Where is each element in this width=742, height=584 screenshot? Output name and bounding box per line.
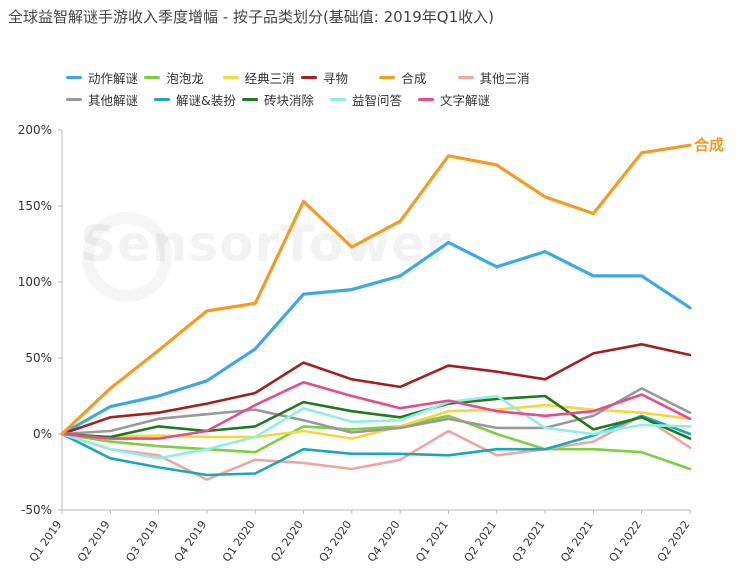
x-tick-label: Q2 2020 bbox=[268, 518, 306, 564]
watermark-text: SensorTower bbox=[80, 215, 452, 273]
legend-row-2: 其他解谜 解谜&装扮 砖块消除 益智问答 文字解谜 bbox=[66, 88, 536, 110]
legend-swatch bbox=[242, 97, 258, 101]
legend-label: 其他解谜 bbox=[88, 92, 139, 108]
x-tick-label: Q1 2022 bbox=[606, 518, 644, 564]
x-tick-label: Q3 2021 bbox=[510, 518, 548, 564]
x-tick-label: Q1 2021 bbox=[413, 518, 451, 564]
legend-item: 益智问答 bbox=[330, 90, 418, 109]
legend-item: 寻物 bbox=[300, 68, 379, 87]
y-tick-label: 0% bbox=[33, 427, 52, 441]
series-line bbox=[60, 414, 692, 471]
chart-title: 全球益智解谜手游收入季度增幅 - 按子品类划分(基础值: 2019年Q1收入) bbox=[8, 8, 495, 26]
x-tick-label: Q1 2019 bbox=[27, 518, 65, 564]
series-line bbox=[60, 403, 692, 440]
legend-swatch bbox=[222, 75, 239, 79]
x-tick-label: Q1 2020 bbox=[220, 518, 258, 564]
series-line bbox=[60, 143, 692, 436]
legend-row-1: 动作解谜 泡泡龙 经典三消 寻物 合成 其他三消 bbox=[66, 66, 536, 88]
y-tick-label: 150% bbox=[18, 199, 52, 213]
legend-swatch bbox=[154, 97, 170, 101]
legend-swatch bbox=[66, 75, 82, 79]
x-tick-label: Q4 2020 bbox=[365, 518, 403, 564]
legend-label: 益智问答 bbox=[352, 92, 403, 108]
legend-item: 其他三消 bbox=[457, 68, 536, 87]
legend-label: 泡泡龙 bbox=[166, 70, 204, 86]
legend-swatch bbox=[418, 97, 434, 101]
legend-item: 合成 bbox=[379, 68, 457, 87]
y-tick-label: 100% bbox=[18, 275, 52, 289]
series-annotation: 合成 bbox=[693, 136, 724, 154]
x-tick-label: Q2 2019 bbox=[75, 518, 113, 564]
legend-swatch bbox=[379, 75, 396, 79]
series-line bbox=[60, 342, 692, 436]
legend-swatch bbox=[300, 75, 317, 79]
legend-swatch bbox=[66, 97, 82, 101]
series-line bbox=[60, 394, 692, 440]
legend-item: 经典三消 bbox=[222, 68, 301, 87]
series-line bbox=[60, 394, 692, 460]
chart-legend: 动作解谜 泡泡龙 经典三消 寻物 合成 其他三消 其他解谜 解谜&装扮 砖块消除… bbox=[66, 66, 536, 110]
legend-label: 经典三消 bbox=[244, 70, 295, 86]
legend-item: 砖块消除 bbox=[242, 90, 330, 109]
legend-item: 文字解谜 bbox=[418, 90, 506, 109]
x-tick-label: Q3 2019 bbox=[123, 518, 161, 564]
legend-label: 其他三消 bbox=[479, 70, 530, 86]
series-line bbox=[60, 387, 692, 436]
y-tick-label: 200% bbox=[18, 123, 52, 137]
legend-swatch bbox=[330, 97, 346, 101]
x-tick-label: Q4 2019 bbox=[172, 518, 210, 564]
legend-label: 动作解谜 bbox=[88, 70, 139, 86]
y-tick-label: -50% bbox=[21, 503, 52, 517]
y-tick-label: 50% bbox=[25, 351, 52, 365]
legend-label: 砖块消除 bbox=[264, 92, 315, 108]
x-tick-label: Q2 2022 bbox=[655, 518, 693, 564]
series-line bbox=[60, 414, 692, 481]
x-tick-label: Q3 2020 bbox=[317, 518, 355, 564]
legend-item: 其他解谜 bbox=[66, 90, 154, 109]
legend-item: 解谜&装扮 bbox=[154, 90, 242, 109]
series-line bbox=[60, 240, 692, 436]
legend-label: 文字解谜 bbox=[440, 92, 491, 108]
legend-swatch bbox=[457, 75, 474, 79]
x-tick-label: Q2 2021 bbox=[462, 518, 500, 564]
legend-item: 泡泡龙 bbox=[144, 68, 222, 87]
legend-label: 寻物 bbox=[322, 70, 348, 86]
legend-label: 合成 bbox=[401, 70, 427, 86]
series-line bbox=[60, 380, 692, 440]
legend-label: 解谜&装扮 bbox=[176, 92, 236, 108]
x-tick-label: Q4 2021 bbox=[558, 518, 596, 564]
series-line bbox=[60, 414, 692, 477]
legend-swatch bbox=[144, 75, 161, 79]
legend-item: 动作解谜 bbox=[66, 68, 144, 87]
